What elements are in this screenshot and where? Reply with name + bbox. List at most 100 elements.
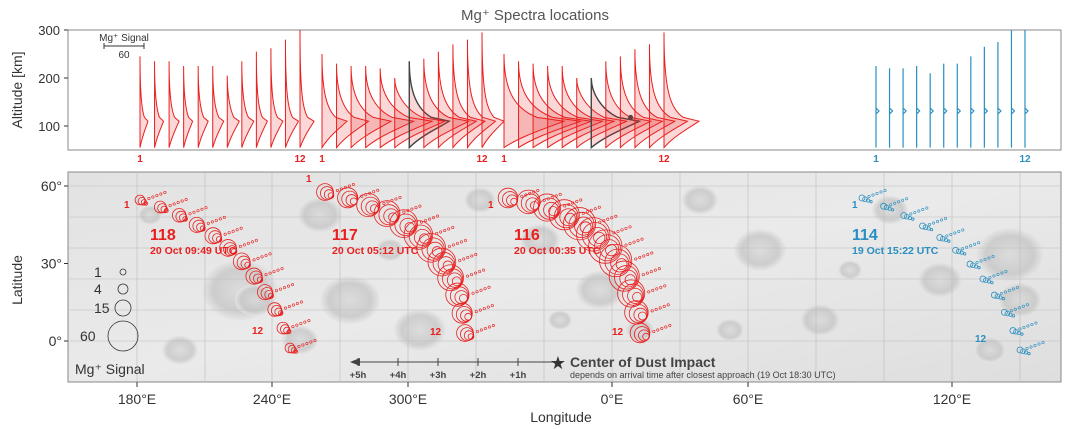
signal-circle [459, 293, 468, 303]
signal-dot [335, 189, 339, 193]
signal-dot [466, 256, 470, 260]
terrain-crater [682, 185, 718, 215]
spectra-profile [321, 53, 348, 150]
signal-dot [991, 255, 995, 259]
orbit-time: 20 Oct 05:12 UTC [332, 245, 419, 257]
spectra-y-tick-label: 200 [38, 71, 60, 86]
signal-circle [467, 333, 475, 340]
signal-dot [466, 274, 470, 278]
signal-dot [651, 288, 655, 292]
orbit-track-118 [134, 191, 317, 354]
orbit-track-114 [858, 189, 1045, 356]
signal-circle [356, 192, 381, 218]
signal-dot [151, 195, 155, 199]
signal-dot [268, 252, 272, 256]
signal-circle [911, 217, 915, 221]
signal-dot [940, 218, 944, 222]
map-ticks: 180°E 240°E 300°E 0°E 60°E 120°E 0° 30° 60° [41, 178, 971, 407]
scalebar-label: Mg⁺ Signal [99, 33, 149, 44]
spectra-profile [576, 77, 629, 149]
signal-dot [944, 216, 948, 220]
signal-dot [634, 257, 638, 261]
signal-circle [277, 310, 284, 316]
signal-circle [525, 197, 540, 212]
signal-circle [137, 196, 147, 206]
size-legend-circle [119, 268, 127, 276]
signal-dot [376, 188, 380, 192]
signal-dot [218, 217, 222, 221]
terrain-crater [376, 238, 404, 262]
signal-dot [992, 274, 996, 278]
signal-dot [299, 322, 303, 326]
signal-dot [905, 197, 909, 201]
signal-dot [307, 319, 311, 323]
signal-circle [642, 332, 650, 341]
spectra-profile [226, 75, 240, 148]
signal-circle [454, 290, 469, 305]
signal-dot [487, 325, 491, 329]
spectra-profile [336, 63, 370, 150]
signal-circle [622, 283, 645, 306]
signal-dot [447, 244, 451, 248]
signal-dot [299, 300, 303, 304]
signal-dot [636, 239, 640, 243]
signal-dot [303, 320, 307, 324]
signal-circle [437, 256, 455, 273]
spectra-profile [1024, 30, 1029, 148]
spectra-profile [956, 63, 962, 148]
signal-dot [478, 308, 482, 312]
signal-dot [1021, 304, 1025, 308]
signal-dot [291, 283, 295, 287]
signal-dot [491, 323, 495, 327]
impact-hour-label: +2h [470, 370, 487, 381]
spectra-profile [299, 29, 315, 148]
signal-circle [973, 264, 979, 269]
map-y-axis-label: Latitude [9, 255, 25, 305]
signal-circle [891, 208, 895, 212]
signal-dot [347, 184, 351, 188]
terrain-crater [716, 318, 744, 342]
signal-dot [640, 237, 644, 241]
signal-dot [928, 222, 932, 226]
spectra-profile [452, 44, 487, 150]
signal-circle [604, 248, 631, 275]
signal-circle [963, 252, 967, 256]
spectra-y-axis-label: Altitude [km] [9, 51, 25, 128]
spectra-last-label: 12 [294, 154, 306, 165]
signal-dot [283, 306, 287, 310]
signal-dot [478, 270, 482, 274]
signal-dot [252, 258, 256, 262]
signal-dot [965, 245, 969, 249]
signal-dot [875, 192, 879, 196]
signal-dot [1013, 307, 1017, 311]
signal-dot [470, 254, 474, 258]
spectra-profile [590, 77, 642, 150]
terrain-crater [235, 284, 275, 316]
signal-circle [276, 321, 290, 335]
signal-circle [437, 264, 464, 292]
signal-dot [563, 204, 567, 208]
signal-circle [966, 260, 974, 268]
spectra-y-tick-label: 100 [38, 119, 60, 134]
signal-circle [389, 209, 418, 238]
signal-circle [445, 282, 470, 307]
spectra-first-label: 1 [319, 154, 325, 165]
signal-dot [482, 268, 486, 272]
signal-circle [431, 246, 443, 257]
signal-dot [606, 217, 610, 221]
signal-dot [410, 207, 414, 211]
signal-dot [291, 303, 295, 307]
spectra-first-label: 1 [137, 154, 143, 165]
signal-dot [628, 242, 632, 246]
orbit-last-label: 12 [430, 327, 442, 338]
signal-dot [1022, 326, 1026, 330]
signal-circle [383, 208, 399, 224]
signal-dot [372, 190, 376, 194]
signal-dot [280, 267, 284, 271]
terrain-crater [838, 260, 862, 280]
spectra-profile [270, 48, 284, 148]
impact-hour-label: +4h [390, 370, 407, 381]
signal-circle [327, 192, 335, 199]
signal-dot [462, 257, 466, 261]
signal-dot [520, 195, 524, 199]
